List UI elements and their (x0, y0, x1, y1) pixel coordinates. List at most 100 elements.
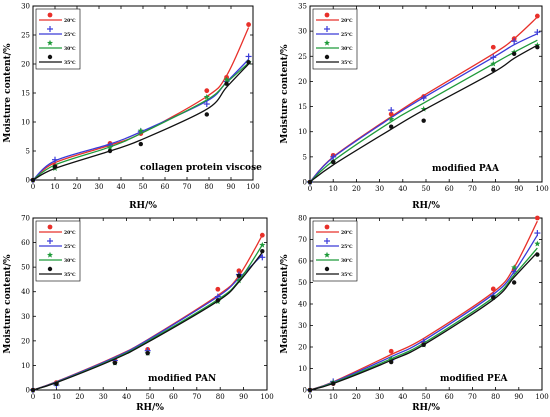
x-tick-label: 90 (514, 393, 523, 401)
data-point (534, 29, 541, 36)
y-tick-label: 0 (303, 387, 307, 395)
x-tick-label: 20 (352, 393, 361, 401)
legend-entry: 30℃ (341, 46, 353, 52)
legend-entry: 25℃ (341, 32, 353, 38)
x-tick-label: 60 (169, 393, 178, 401)
data-point (246, 60, 251, 65)
data-point (112, 360, 118, 366)
y-tick-label: 15 (21, 90, 30, 98)
data-point (204, 112, 209, 117)
x-tick-label: 0 (31, 393, 35, 401)
data-point (259, 232, 265, 238)
panel-label: modified PAN (148, 374, 216, 384)
panel-label: collagen protein viscose (140, 163, 262, 173)
x-tick-label: 60 (445, 393, 454, 401)
data-point (388, 115, 395, 122)
x-tick-label: 10 (51, 183, 60, 191)
data-point (307, 179, 313, 185)
data-point (215, 286, 221, 292)
data-point (421, 342, 426, 348)
x-tick-label: 90 (514, 185, 523, 193)
y-tick-label: 5 (303, 153, 307, 161)
data-point (236, 273, 242, 278)
y-tick-label: 50 (298, 279, 307, 287)
y-tick-label: 30 (21, 3, 30, 11)
legend-box (312, 220, 358, 282)
legend-entry: 35℃ (64, 272, 76, 278)
x-tick-label: 90 (239, 393, 248, 401)
legend-marker (47, 26, 53, 32)
y-tick-label: 0 (26, 387, 30, 395)
x-axis-title: RH/% (412, 201, 440, 211)
legend: 20℃ 25℃ 30℃ 35℃ (35, 8, 81, 70)
legend-entry: 30℃ (64, 258, 76, 264)
x-tick-label: 100 (535, 185, 548, 193)
series-4 (307, 44, 540, 185)
data-point (535, 45, 540, 50)
x-tick-label: 30 (375, 185, 384, 193)
panel-label: modified PAA (432, 164, 500, 174)
chart-panel-1: 0 10 20 30 40 50 60 70 80 90 100 0 5 10 15 20 25 30 RH/% Mo… (3, 3, 262, 212)
y-tick-label: 10 (21, 362, 30, 370)
data-point (388, 111, 394, 117)
data-point (331, 159, 336, 165)
x-tick-label: 30 (375, 393, 384, 401)
legend-entry: 25℃ (341, 244, 353, 250)
data-point (52, 164, 58, 169)
data-point (535, 252, 540, 257)
data-point (137, 127, 144, 134)
panel-label: modified PEA (440, 374, 509, 384)
data-point (490, 60, 497, 67)
data-point (223, 76, 230, 83)
x-tick-label: 70 (468, 393, 477, 401)
y-tick-label: 40 (21, 288, 30, 296)
legend: 20℃ 25℃ 30℃ 35℃ (312, 220, 358, 282)
legend-marker (47, 266, 53, 272)
chart-panel-4: 0 10 20 30 40 50 60 70 80 90 100 0 10 20 30 40 50 60 70 80 R… (280, 215, 549, 414)
x-tick-label: 40 (398, 393, 407, 401)
x-tick-label: 50 (139, 183, 148, 191)
data-point (491, 295, 496, 300)
legend-entry: 20℃ (341, 230, 353, 236)
data-point (236, 268, 242, 274)
y-tick-label: 5 (26, 148, 30, 156)
data-point (534, 215, 540, 221)
data-point (52, 156, 58, 163)
data-point (388, 107, 395, 114)
y-tick-label: 0 (303, 179, 307, 187)
data-point (203, 101, 210, 108)
series-4 (30, 248, 265, 393)
data-point (54, 381, 59, 387)
x-tick-label: 80 (216, 393, 225, 401)
x-tick-label: 50 (146, 393, 155, 401)
x-tick-label: 100 (246, 183, 259, 191)
data-point (245, 53, 252, 60)
data-point (511, 264, 518, 271)
y-tick-label: 20 (21, 337, 30, 345)
legend-marker (47, 238, 53, 244)
x-tick-label: 0 (308, 185, 312, 193)
y-tick-label: 60 (298, 258, 307, 266)
legend-entry: 25℃ (64, 32, 76, 38)
chart-panel-3: 0 10 20 30 40 50 60 70 80 90 100 0 10 20 30 40 50 60 70 RH/… (3, 215, 274, 414)
x-tick-label: 0 (308, 393, 312, 401)
x-tick-label: 60 (161, 183, 170, 191)
data-point (420, 95, 427, 102)
y-tick-label: 25 (298, 53, 307, 61)
x-axis-title: RH/% (129, 201, 157, 211)
legend-marker (324, 224, 330, 230)
x-tick-label: 50 (422, 185, 431, 193)
x-tick-label: 20 (73, 183, 82, 191)
data-point (106, 144, 114, 151)
data-point (389, 124, 394, 129)
y-tick-label: 0 (26, 177, 30, 185)
x-tick-label: 90 (227, 183, 236, 191)
x-tick-label: 50 (422, 393, 431, 401)
fit-curve (309, 44, 538, 183)
legend-marker (324, 238, 330, 244)
data-point (30, 387, 36, 393)
data-point (107, 148, 113, 154)
data-point (420, 105, 427, 112)
data-point (246, 22, 252, 27)
legend-marker (46, 251, 54, 258)
